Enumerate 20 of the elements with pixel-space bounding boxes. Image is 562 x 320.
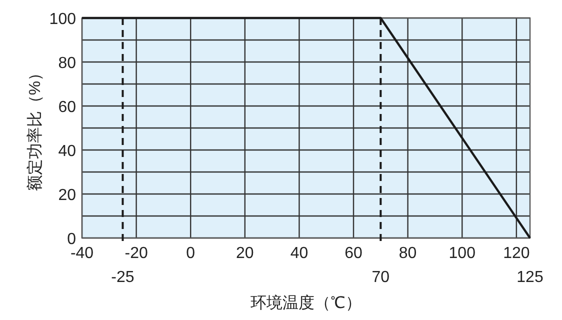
annotation: 125	[516, 269, 544, 286]
y-axis-title: 额定功率比（%）	[26, 64, 44, 192]
y-tick-label: 40	[58, 143, 76, 160]
x-axis-title: 环境温度（℃）	[250, 294, 362, 312]
x-tick-label: 100	[448, 245, 476, 262]
x-tick-label: 20	[236, 245, 254, 262]
x-tick-label: 120	[503, 245, 530, 262]
x-tick-label: 40	[290, 245, 308, 262]
y-tick-label: 20	[58, 187, 76, 204]
x-tick-label: 80	[398, 245, 417, 262]
y-tick-label: 100	[49, 11, 76, 28]
y-tick-label: 0	[67, 231, 76, 248]
y-tick-label: 80	[58, 55, 76, 72]
x-tick-label: 0	[186, 245, 196, 262]
ref-line-label: 70	[372, 269, 390, 286]
x-tick-label: -40	[70, 245, 94, 262]
x-tick-label: -20	[124, 245, 148, 262]
x-tick-label: 60	[344, 245, 363, 262]
y-tick-label: 60	[58, 99, 76, 116]
ref-line-label: -25	[111, 269, 134, 286]
